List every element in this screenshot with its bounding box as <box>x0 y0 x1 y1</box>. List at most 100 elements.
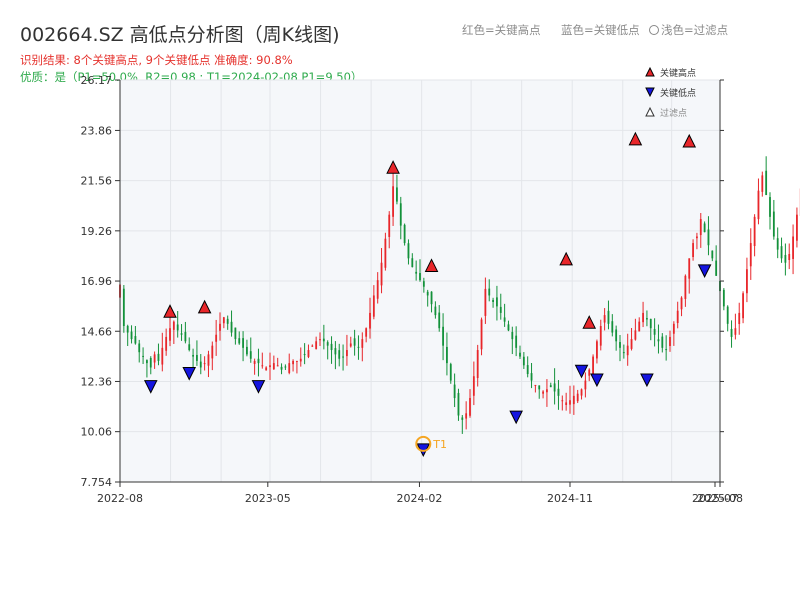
candle-body <box>753 216 756 247</box>
candle-body <box>342 356 344 358</box>
candle-body <box>372 295 375 317</box>
candle-body <box>672 323 675 334</box>
legend-marker <box>645 106 655 117</box>
candle-body <box>380 262 383 286</box>
candle-body <box>638 321 641 332</box>
candle-body <box>357 346 360 348</box>
y-tick-label: 26.17 <box>81 74 113 87</box>
axes: 7.754 10.06 12.36 14.66 16.96 19.26 21.56 23.86… <box>81 74 743 505</box>
candle-body <box>707 229 710 246</box>
hint-light-label: 浅色=过滤点 <box>661 23 729 37</box>
candle-body <box>772 211 775 237</box>
candle-body <box>403 224 406 244</box>
legend-marker <box>645 87 655 98</box>
y-tick-label: 7.754 <box>81 476 113 489</box>
legend-label: 过滤点 <box>660 107 687 119</box>
candle-body <box>699 219 702 236</box>
candle-body <box>634 330 637 340</box>
candle-body <box>392 186 394 217</box>
candle-body <box>422 281 425 287</box>
candle-body <box>142 355 144 357</box>
candle-body <box>438 312 441 329</box>
candle-body <box>426 291 429 296</box>
candle-body <box>715 260 718 276</box>
candle-body <box>703 223 706 233</box>
candle-body <box>588 369 591 376</box>
candle-body <box>761 175 764 192</box>
candle-body <box>353 338 356 346</box>
candle-body <box>572 395 575 405</box>
candle-body <box>299 358 302 362</box>
candle-body <box>757 190 760 220</box>
candle-body <box>649 318 652 329</box>
candle-body <box>330 343 333 351</box>
candle-body <box>196 354 198 361</box>
recognition-summary: 识别结果: 8个关键高点, 9个关键低点 准确度: 90.8% <box>20 53 293 67</box>
candle-body <box>592 356 594 375</box>
candle-body <box>449 364 452 381</box>
candle-body <box>434 306 437 316</box>
candle-body <box>446 346 448 364</box>
candle-body <box>680 297 683 310</box>
candle-body <box>557 388 560 396</box>
candle-body <box>569 400 571 405</box>
candle-body <box>607 310 610 324</box>
candle-body <box>284 366 287 368</box>
legend-marker <box>645 66 655 77</box>
x-tick-label: 2024-11 <box>547 492 593 505</box>
key-high-marker <box>197 299 212 314</box>
y-tick-label: 23.86 <box>81 124 113 137</box>
candle-body <box>257 358 260 364</box>
candle-body <box>326 342 329 346</box>
candle-body <box>334 348 337 355</box>
candle-body <box>788 253 791 261</box>
candle-body <box>338 350 341 359</box>
candle-body <box>619 342 621 348</box>
legend-label: 关键低点 <box>660 87 696 99</box>
candle-body <box>476 350 479 379</box>
candle-body <box>661 336 664 348</box>
candle-body <box>742 293 744 319</box>
candle-body <box>272 363 275 370</box>
candle-body <box>457 392 460 416</box>
candle-body <box>303 354 306 356</box>
candle-body <box>219 323 221 331</box>
chart-title: 002664.SZ 高低点分析图（周K线图) <box>20 24 340 46</box>
y-tick-label: 12.36 <box>81 375 113 388</box>
candle-body <box>472 376 475 396</box>
candle-body <box>242 338 244 348</box>
candle-body <box>122 288 125 327</box>
candle-body <box>746 269 748 294</box>
candle-body <box>192 354 194 357</box>
candle-body <box>169 328 171 341</box>
x-tick-label: 2025-08 <box>697 492 743 505</box>
circle-icon <box>649 25 659 35</box>
candle-body <box>230 321 233 333</box>
candle-body <box>126 325 129 333</box>
candles <box>119 156 800 434</box>
candle-body <box>615 329 618 342</box>
candle-body <box>180 333 183 335</box>
key-high-marker <box>559 251 573 266</box>
candle-body <box>692 243 694 258</box>
candle-body <box>646 318 648 320</box>
candle-body <box>461 417 464 420</box>
candle-body <box>199 361 202 368</box>
candle-body <box>419 273 421 281</box>
candle-body <box>499 306 502 313</box>
candle-body <box>688 258 691 279</box>
candle-body <box>288 363 291 373</box>
candle-body <box>726 306 729 324</box>
candle-body <box>469 398 471 416</box>
candle-body <box>265 367 268 371</box>
candle-body <box>149 357 152 368</box>
key-low-marker <box>697 264 712 279</box>
candle-body <box>226 318 229 324</box>
hint-light-filtered: 浅色=过滤点 <box>649 22 728 38</box>
hint-red-high: 红色=关键高点 <box>462 23 541 37</box>
candle-body <box>515 335 518 348</box>
key-low-marker <box>509 410 523 425</box>
candle-body <box>776 238 779 250</box>
candle-body <box>657 339 660 342</box>
candle-body <box>322 338 325 342</box>
